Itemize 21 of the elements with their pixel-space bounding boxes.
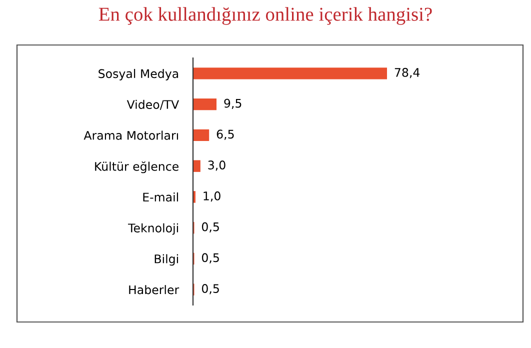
y-tick-label: Bilgi (154, 254, 178, 266)
bar (193, 129, 210, 142)
y-tick-label: Kültür eğlence (95, 161, 178, 174)
data-label: 0,5 (202, 222, 219, 232)
bar (193, 68, 387, 80)
y-tick-label: Haberler (129, 285, 180, 294)
y-tick-label: E-mail (143, 192, 178, 202)
chart-title: En çok kullandığınız online içerik hangisi? (98, 7, 432, 25)
y-tick-label: Sosyal Medya (98, 68, 178, 80)
y-tick-label: Video/TV (126, 100, 180, 110)
data-label: 3,0 (208, 160, 226, 171)
data-label: 9,5 (224, 98, 242, 109)
data-label: 0,5 (202, 284, 219, 294)
bar (193, 160, 200, 172)
bar (193, 98, 217, 110)
data-label: 78,4 (394, 68, 420, 78)
data-label: 0,5 (202, 253, 219, 264)
y-tick-label: Arama Motorları (84, 130, 178, 140)
data-label: 6,5 (216, 130, 234, 140)
data-label: 1,0 (204, 191, 220, 202)
y-tick-label: Teknoloji (128, 223, 178, 235)
